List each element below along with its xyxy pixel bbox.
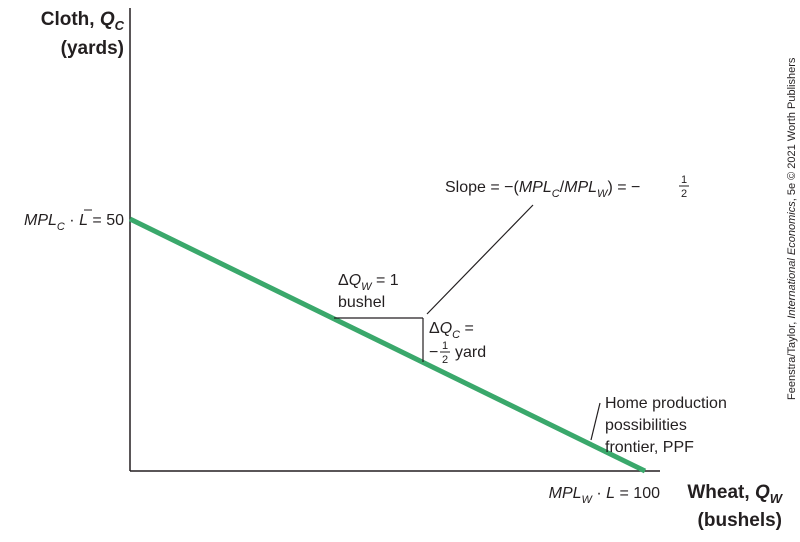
slope-frac-num: 1	[681, 174, 687, 186]
delta-c-unit: yard	[455, 344, 486, 361]
delta-w-unit: bushel	[338, 294, 385, 311]
delta-c-frac-num: 1	[442, 340, 448, 352]
slope-leader-line	[426, 204, 534, 315]
x-intercept-label: MPLW · L = 100	[549, 485, 660, 506]
slope-label: Slope = −(MPLC/MPLW) = −	[445, 179, 640, 200]
slope-frac-den: 2	[681, 188, 687, 200]
y-axis-title-line1: Cloth, QC	[41, 9, 125, 33]
x-axis-title-line1: Wheat, QW	[687, 482, 783, 506]
delta-c-label: ΔQC =	[429, 320, 474, 341]
credit-line: Feenstra/Taylor, International Economics…	[786, 57, 798, 400]
ppf-label-line1: Home production	[605, 395, 727, 412]
delta-c-minus: −	[429, 344, 438, 361]
delta-w-label: ΔQW = 1	[338, 272, 399, 293]
x-axis-title-line2: (bushels)	[698, 510, 782, 531]
ppf-line	[128, 216, 647, 474]
ppf-label-line2: possibilities	[605, 417, 687, 434]
delta-c-frac-den: 2	[442, 354, 448, 366]
y-axis-title-line2: (yards)	[61, 38, 124, 59]
y-intercept-label: MPLC · L = 50	[24, 212, 124, 233]
ppf-label-leader	[590, 402, 601, 441]
ppf-label-line3: frontier, PPF	[605, 439, 694, 456]
